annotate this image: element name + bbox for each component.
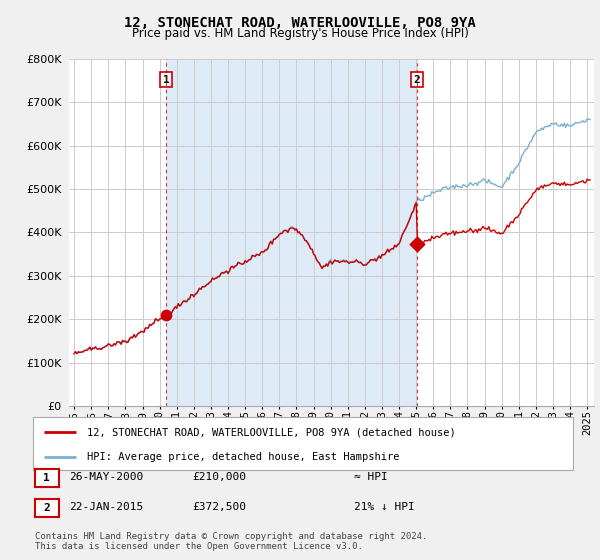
Bar — [166, 59, 417, 406]
Text: £372,500: £372,500 — [192, 502, 246, 512]
Text: 26-MAY-2000: 26-MAY-2000 — [69, 472, 143, 482]
Point — [412, 240, 422, 249]
Text: 22-JAN-2015: 22-JAN-2015 — [69, 502, 143, 512]
Text: 1: 1 — [163, 74, 170, 85]
Text: Price paid vs. HM Land Registry's House Price Index (HPI): Price paid vs. HM Land Registry's House … — [131, 27, 469, 40]
Text: 12, STONECHAT ROAD, WATERLOOVILLE, PO8 9YA (detached house): 12, STONECHAT ROAD, WATERLOOVILLE, PO8 9… — [87, 427, 456, 437]
Text: 1: 1 — [43, 473, 50, 483]
Text: 21% ↓ HPI: 21% ↓ HPI — [354, 502, 415, 512]
Text: 2: 2 — [413, 74, 421, 85]
Text: 12, STONECHAT ROAD, WATERLOOVILLE, PO8 9YA: 12, STONECHAT ROAD, WATERLOOVILLE, PO8 9… — [124, 16, 476, 30]
Text: This data is licensed under the Open Government Licence v3.0.: This data is licensed under the Open Gov… — [35, 542, 362, 551]
Text: 2: 2 — [43, 503, 50, 513]
Text: Contains HM Land Registry data © Crown copyright and database right 2024.: Contains HM Land Registry data © Crown c… — [35, 532, 427, 541]
Point — [161, 310, 171, 319]
Text: HPI: Average price, detached house, East Hampshire: HPI: Average price, detached house, East… — [87, 452, 400, 462]
Text: ≈ HPI: ≈ HPI — [354, 472, 388, 482]
Text: £210,000: £210,000 — [192, 472, 246, 482]
